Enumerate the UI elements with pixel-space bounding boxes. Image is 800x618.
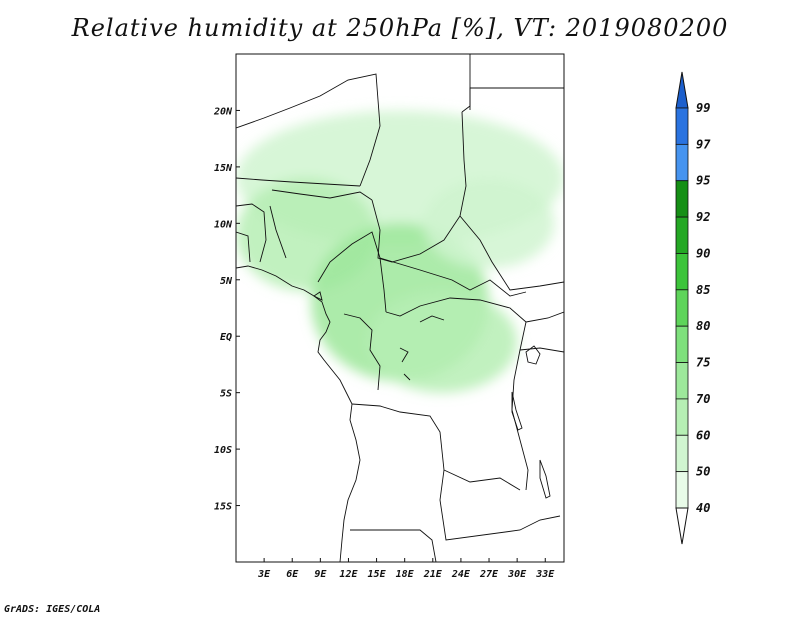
colorbar-band <box>675 107 689 145</box>
colorbar-label: 90 <box>696 246 710 260</box>
border-east-africa <box>519 311 564 353</box>
nile-river-segments <box>399 315 445 381</box>
border-congo <box>343 313 381 391</box>
humidity-region-east-sahel <box>423 178 555 269</box>
country-borders <box>236 54 564 562</box>
colorbar-label: 99 <box>696 101 710 115</box>
colorbar-label: 50 <box>696 465 710 479</box>
humidity-region-congo-basin <box>367 291 518 393</box>
colorbar-band <box>675 434 689 473</box>
x-tick-label: 12E <box>339 569 358 580</box>
border-drc-north <box>385 297 527 323</box>
lake-victoria <box>525 345 541 365</box>
map-frame <box>235 53 565 563</box>
x-axis: 3E 6E 9E 12E 15E 18E 21E 24E 27E 30E 33E <box>257 558 555 580</box>
y-tick-label: 5N <box>220 276 233 287</box>
x-tick-label: 6E <box>286 569 299 580</box>
colorbar-label: 97 <box>696 137 711 151</box>
y-tick-label: EQ <box>220 332 232 343</box>
humidity-field <box>236 110 564 393</box>
y-tick-label: 10N <box>214 219 233 230</box>
colorbar-band <box>675 471 689 509</box>
coastline-gulf-of-guinea <box>236 265 353 405</box>
border-cameroon <box>317 231 387 313</box>
lake-tanganyika <box>511 391 523 431</box>
colorbar-band <box>675 398 689 436</box>
colorbar-label: 75 <box>696 356 710 370</box>
bioko-island <box>313 291 323 301</box>
y-tick-label: 15N <box>214 163 233 174</box>
border-west-africa <box>236 203 287 263</box>
x-tick-label: 24E <box>451 569 471 580</box>
colorbar-bottom-arrow <box>675 507 689 545</box>
x-tick-label: 33E <box>535 569 555 580</box>
colorbar-band <box>675 143 689 182</box>
border-sahel-north <box>236 73 381 187</box>
coastline-angola-namibia <box>339 403 361 562</box>
border-chad <box>371 111 467 263</box>
colorbar: 99 97 95 92 90 85 80 75 70 60 50 40 <box>675 71 711 545</box>
x-tick-label: 3E <box>257 569 271 580</box>
grads-credit: GrADS: IGES/COLA <box>4 604 101 615</box>
colorbar-label: 85 <box>696 283 710 297</box>
x-tick-label: 18E <box>396 569 415 580</box>
y-tick-label: 5S <box>220 389 232 400</box>
colorbar-label: 95 <box>696 174 710 188</box>
colorbar-label: 70 <box>696 392 710 406</box>
map-title: Relative humidity at 250hPa [%], VT: 201… <box>71 14 729 42</box>
border-niger-nigeria <box>271 189 373 201</box>
colorbar-top-arrow <box>675 71 689 109</box>
colorbar-band <box>675 180 689 218</box>
lake-malawi <box>539 459 551 499</box>
colorbar-label: 40 <box>696 501 710 515</box>
colorbar-band <box>675 289 689 327</box>
x-tick-label: 9E <box>314 569 327 580</box>
y-axis: 20N 15N 10N 5N EQ 5S 10S 15S <box>213 106 240 513</box>
border-namibia-botswana <box>350 529 437 562</box>
y-tick-label: 15S <box>214 502 232 513</box>
y-tick-label: 20N <box>213 106 233 117</box>
colorbar-band <box>675 325 689 363</box>
x-tick-label: 15E <box>368 569 387 580</box>
colorbar-band <box>675 253 689 291</box>
x-tick-label: 27E <box>479 569 499 580</box>
border-drc-angola <box>351 403 521 491</box>
colorbar-label: 92 <box>696 210 710 224</box>
colorbar-label: 60 <box>696 428 710 442</box>
x-tick-label: 30E <box>507 569 527 580</box>
colorbar-band <box>675 362 689 400</box>
border-zambia <box>439 469 561 541</box>
border-mali-niger <box>236 177 361 187</box>
border-south-sudan <box>459 215 564 291</box>
colorbar-label: 80 <box>696 319 710 333</box>
colorbar-band <box>675 216 689 254</box>
y-tick-label: 10S <box>214 445 232 456</box>
border-car <box>379 257 527 297</box>
x-tick-label: 21E <box>423 569 443 580</box>
